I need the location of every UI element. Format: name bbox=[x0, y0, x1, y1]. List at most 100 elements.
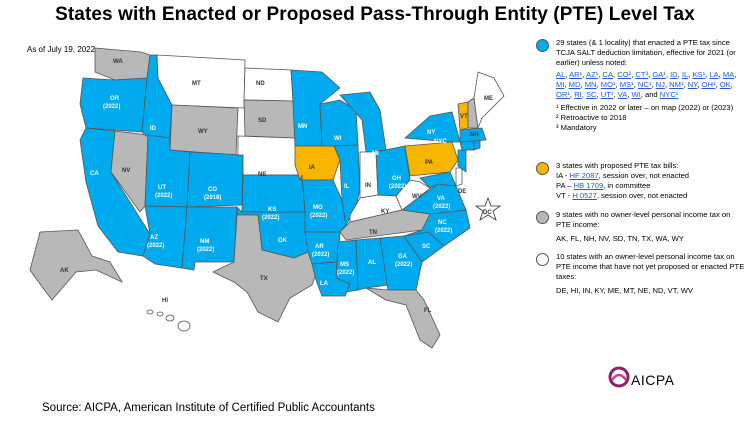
label-co: CO bbox=[208, 187, 217, 193]
label-mn: MN bbox=[298, 124, 307, 130]
legend-not-yet: 10 states with an owner-level personal i… bbox=[534, 252, 746, 296]
footnote-2: ² Retroactive to 2018 bbox=[556, 113, 627, 122]
state-link[interactable]: SC bbox=[585, 90, 597, 99]
footnote-3: ³ Mandatory bbox=[556, 123, 597, 132]
label-ga-year: (2022) bbox=[395, 262, 412, 268]
label-pa: PA bbox=[425, 160, 434, 166]
legend-enacted-text: 29 states (& 1 locality) that enacted a … bbox=[556, 38, 736, 67]
legend-enacted-links: AL, AR¹, AZ¹, CA, CO², CT³, GA¹, ID, IL,… bbox=[556, 70, 737, 99]
label-mo-year: (2022) bbox=[310, 213, 327, 219]
label-ca: CA bbox=[90, 171, 99, 177]
state-nv bbox=[110, 130, 149, 213]
legend-no-tax-dot bbox=[536, 211, 549, 224]
proposed-ia-suffix: , session over, not enacted bbox=[598, 171, 690, 180]
label-la: LA bbox=[320, 281, 329, 287]
label-nm: NM bbox=[200, 239, 209, 245]
bill-link-vt[interactable]: H 0527 bbox=[572, 191, 597, 200]
state-link[interactable]: OR¹ bbox=[556, 90, 570, 99]
label-az: AZ bbox=[150, 235, 158, 241]
state-link[interactable]: NY bbox=[687, 80, 698, 89]
state-link[interactable]: NC¹ bbox=[637, 80, 652, 89]
label-ok: OK bbox=[278, 238, 288, 244]
state-link[interactable]: GA¹ bbox=[652, 70, 666, 79]
state-link[interactable]: NM¹ bbox=[669, 80, 684, 89]
label-vt: VT bbox=[460, 114, 468, 120]
state-hi bbox=[146, 309, 191, 332]
state-link[interactable]: NYC¹ bbox=[659, 90, 679, 99]
state-link[interactable]: LA bbox=[709, 70, 719, 79]
state-ga bbox=[379, 235, 423, 291]
state-link[interactable]: OK bbox=[719, 80, 731, 89]
state-link[interactable]: MN bbox=[584, 80, 597, 89]
state-pa bbox=[404, 141, 459, 177]
proposed-vt: VT - H 0527, session over, not enacted bbox=[556, 191, 746, 201]
state-link[interactable]: KS¹ bbox=[692, 70, 706, 79]
label-va-year: (2022) bbox=[433, 204, 450, 210]
state-link[interactable]: IL bbox=[681, 70, 689, 79]
state-link[interactable]: MS¹ bbox=[619, 80, 634, 89]
state-link[interactable]: AL bbox=[556, 70, 566, 79]
label-nyc: NYC bbox=[434, 139, 447, 145]
state-link[interactable]: WI bbox=[631, 90, 641, 99]
label-oh: OH bbox=[392, 176, 401, 182]
legend-enacted-dot bbox=[536, 39, 549, 52]
state-mt bbox=[156, 54, 246, 109]
label-ar-year: (2022) bbox=[312, 252, 329, 258]
state-link[interactable]: NJ bbox=[655, 80, 665, 89]
state-link[interactable]: AR¹ bbox=[569, 70, 583, 79]
state-link[interactable]: MO¹ bbox=[600, 80, 616, 89]
state-link[interactable]: CT³ bbox=[635, 70, 649, 79]
label-az-year: (2022) bbox=[147, 243, 164, 249]
label-ia: IA bbox=[309, 165, 316, 171]
state-me bbox=[473, 71, 505, 130]
label-de: DE bbox=[458, 189, 466, 195]
state-link[interactable]: CA bbox=[602, 70, 614, 79]
legend-not-yet-text: 10 states with an owner-level personal i… bbox=[556, 252, 745, 281]
legend: 29 states (& 1 locality) that enacted a … bbox=[534, 38, 746, 296]
state-link[interactable]: ID bbox=[670, 70, 678, 79]
label-md: MD bbox=[467, 179, 477, 185]
label-ks: KS bbox=[268, 207, 276, 213]
label-dc: DC bbox=[483, 210, 492, 216]
label-id: ID bbox=[150, 126, 157, 132]
state-de bbox=[455, 167, 463, 187]
label-co-year: (2018) bbox=[204, 195, 221, 201]
label-wi: WI bbox=[334, 136, 342, 142]
state-link[interactable]: MA bbox=[722, 70, 735, 79]
bill-link-pa[interactable]: HB 1709 bbox=[573, 181, 604, 190]
legend-not-yet-dot bbox=[536, 253, 549, 266]
state-link[interactable]: MD bbox=[568, 80, 581, 89]
legend-enacted: 29 states (& 1 locality) that enacted a … bbox=[534, 38, 746, 133]
proposed-ia-prefix: IA - bbox=[556, 171, 568, 180]
label-wy: WY bbox=[198, 129, 208, 135]
label-al: AL bbox=[368, 260, 376, 266]
dc-star-icon bbox=[474, 196, 502, 221]
state-link[interactable]: AZ¹ bbox=[586, 70, 599, 79]
state-fl bbox=[365, 287, 441, 349]
aicpa-logo-icon bbox=[608, 366, 630, 388]
label-nj: NJ bbox=[470, 162, 478, 168]
state-link[interactable]: VA bbox=[617, 90, 628, 99]
state-link[interactable]: UT¹ bbox=[600, 90, 614, 99]
legend-not-yet-list: DE, HI, IN, KY, ME, MT, NE, ND, VT, WV bbox=[556, 286, 693, 295]
state-al bbox=[355, 237, 389, 291]
legend-no-tax-text: 9 states with no owner-level personal in… bbox=[556, 210, 731, 229]
state-link[interactable]: OH¹ bbox=[701, 80, 716, 89]
label-ut: UT bbox=[158, 185, 166, 191]
label-nv: NV bbox=[122, 168, 130, 174]
state-sd bbox=[243, 99, 296, 139]
label-va: VA bbox=[437, 196, 446, 202]
label-nm-year: (2022) bbox=[197, 247, 214, 253]
state-link[interactable]: MI bbox=[556, 80, 565, 89]
label-wa: WA bbox=[113, 59, 123, 65]
legend-proposed-dot bbox=[536, 162, 549, 175]
state-link[interactable]: CO² bbox=[617, 70, 632, 79]
page-title: States with Enacted or Proposed Pass-Thr… bbox=[55, 4, 695, 25]
label-wv: WV bbox=[412, 194, 422, 200]
bill-link-ia[interactable]: HF 2087 bbox=[569, 171, 599, 180]
label-nc: NC bbox=[438, 220, 447, 226]
label-sd: SD bbox=[258, 118, 267, 124]
state-nm bbox=[181, 206, 238, 271]
state-link[interactable]: RI bbox=[574, 90, 582, 99]
aicpa-logo-text: AICPA bbox=[631, 372, 675, 388]
